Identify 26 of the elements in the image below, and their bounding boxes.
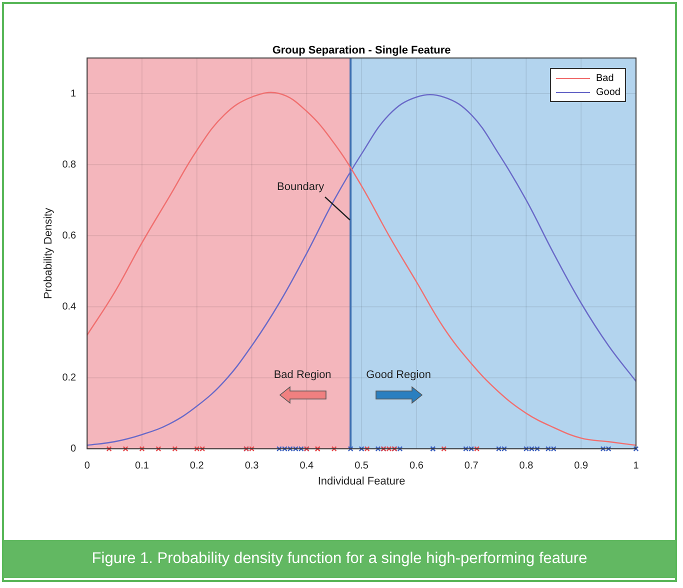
ref-line-label: Boundary <box>277 181 324 193</box>
x-tick-label: 0.6 <box>409 460 424 472</box>
y-tick-label: 0 <box>70 444 77 455</box>
x-tick-label: 0.8 <box>519 460 534 472</box>
x-tick-label: 0.7 <box>464 460 479 472</box>
x-axis-title: Individual Feature <box>318 475 406 488</box>
y-axis-title: Probability Density <box>42 207 55 299</box>
y-tick-label: 1 <box>70 88 77 100</box>
x-tick-label: 0.4 <box>300 460 314 472</box>
annotation: Bad Region <box>274 368 332 381</box>
y-tick-label: 0.6 <box>62 230 77 242</box>
x-tick-label: 1 <box>633 460 640 472</box>
x-tick-label: 0.5 <box>354 460 369 472</box>
y-tick-label: 0.4 <box>62 301 77 312</box>
x-tick-label: 0.1 <box>135 460 150 472</box>
annotation: Good Region <box>366 368 431 381</box>
x-tick-label: 0.9 <box>574 460 588 472</box>
x-tick-label: 0 <box>84 460 90 472</box>
caption: Figure 1. Probability density function for a single high-performing feature <box>4 540 675 578</box>
chart-title: Group Separation - Single Feature <box>272 44 451 57</box>
x-tick-label: 0.3 <box>244 460 260 472</box>
legend-label: Bad <box>596 72 614 84</box>
legend-label: Good <box>596 86 620 98</box>
x-tick-label: 0.2 <box>190 460 204 472</box>
y-tick-label: 0.8 <box>62 159 77 170</box>
y-tick-label: 0.2 <box>62 372 77 384</box>
